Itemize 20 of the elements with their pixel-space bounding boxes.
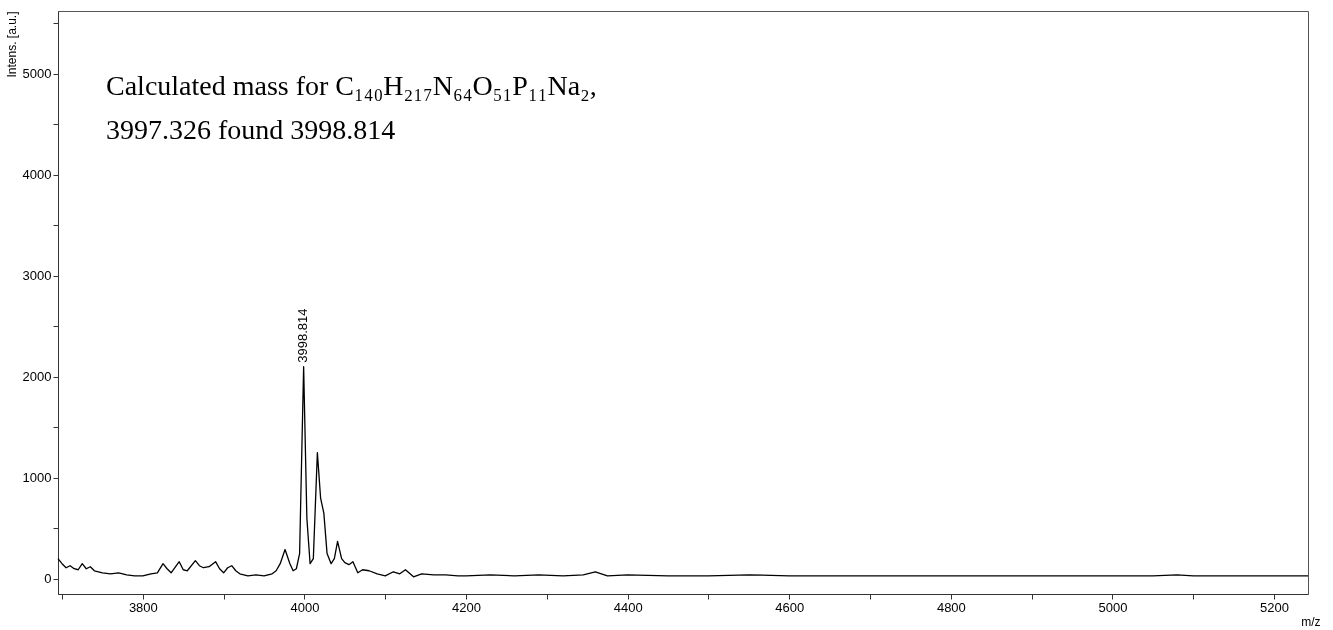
line-series — [57, 366, 1309, 578]
y-tick-label: 4000 — [22, 167, 52, 183]
annotation: Calculated mass for C₁₄₀H₂₁₇N₆₄O₅₁P₁₁Na₂, — [106, 70, 597, 101]
x-tick-label: 4400 — [613, 599, 643, 615]
annotation: 3998.814 — [295, 308, 311, 363]
y-tick-label: 3000 — [22, 268, 52, 284]
x-tick-label: 4200 — [452, 599, 482, 615]
x-tick-label: 4600 — [775, 599, 805, 615]
x-tick-label: 3800 — [128, 599, 158, 615]
x-tick-label: 4000 — [290, 599, 320, 615]
y-tick-label: 5000 — [22, 66, 52, 82]
y-tick-label: 1000 — [22, 470, 52, 486]
annotation: 3997.326 found 3998.814 — [106, 114, 396, 145]
x-tick-label: 5200 — [1260, 599, 1290, 615]
x-tick-label: 5000 — [1098, 599, 1128, 615]
x-tick-label: 4800 — [936, 599, 966, 615]
y-tick-label: 2000 — [22, 369, 52, 385]
x-axis-title: m/z — [1301, 614, 1321, 629]
y-axis-title: Intens. [a.u.] — [4, 11, 19, 78]
y-tick-label: 0 — [44, 571, 52, 587]
